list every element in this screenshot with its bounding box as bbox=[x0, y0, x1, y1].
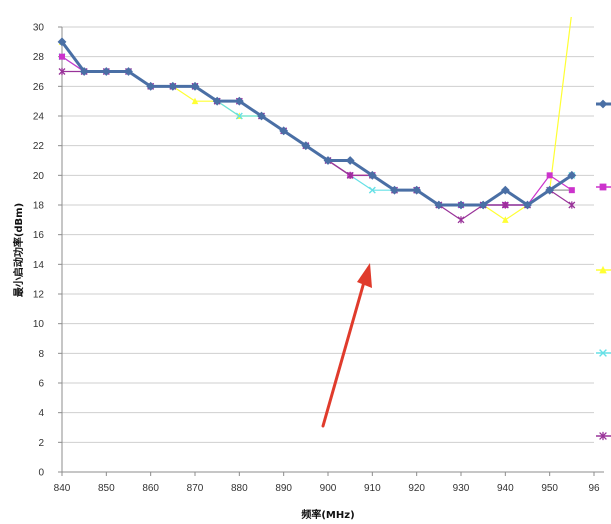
y-tick-label-26: 26 bbox=[33, 82, 45, 93]
data-point-4-20 bbox=[501, 201, 509, 209]
y-tick-label-18: 18 bbox=[33, 201, 45, 212]
data-point-5-19 bbox=[478, 200, 488, 210]
data-point-5-1 bbox=[79, 67, 89, 76]
y-tick-label-10: 10 bbox=[33, 319, 45, 330]
data-point-5-22 bbox=[545, 185, 555, 195]
x-tick-label-870: 870 bbox=[187, 483, 204, 494]
data-point-5-7 bbox=[212, 96, 222, 106]
data-point-5-20 bbox=[500, 185, 510, 195]
legend-marker-3 bbox=[599, 349, 607, 357]
data-point-5-13 bbox=[345, 156, 355, 165]
y-tick-label-4: 4 bbox=[38, 408, 44, 419]
data-point-5-2 bbox=[101, 67, 111, 76]
x-tick-label-880: 880 bbox=[231, 483, 248, 494]
x-tick-label-950: 950 bbox=[541, 483, 558, 494]
data-point-3-0 bbox=[59, 53, 65, 60]
data-point-5-14 bbox=[367, 170, 377, 180]
data-point-5-6 bbox=[190, 81, 200, 91]
data-point-2-14 bbox=[368, 186, 376, 194]
x-tick-label-910: 910 bbox=[364, 483, 381, 494]
gridlines bbox=[62, 26, 594, 473]
data-point-5-10 bbox=[279, 126, 289, 136]
data-point-5-21 bbox=[523, 200, 532, 210]
y-tick-label-2: 2 bbox=[38, 438, 44, 449]
y-tick-label-8: 8 bbox=[38, 349, 44, 360]
data-point-1-20 bbox=[502, 216, 509, 223]
y-tick-label-24: 24 bbox=[33, 112, 45, 123]
y-tick-label-20: 20 bbox=[33, 171, 45, 182]
x-tick-label-840: 840 bbox=[54, 483, 71, 494]
y-tick-label-12: 12 bbox=[33, 290, 45, 301]
data-point-5-9 bbox=[257, 111, 266, 121]
annotation-layer bbox=[321, 263, 372, 428]
data-point-2-8 bbox=[235, 112, 243, 120]
x-tick-label-920: 920 bbox=[408, 483, 425, 494]
x-tick-label-900: 900 bbox=[320, 483, 337, 494]
data-point-5-23 bbox=[567, 170, 577, 180]
data-point-4-23 bbox=[568, 201, 576, 209]
legend-marker-4 bbox=[599, 431, 607, 441]
series-5 bbox=[57, 37, 577, 210]
y-tick-label-28: 28 bbox=[33, 52, 45, 63]
data-point-5-18 bbox=[456, 200, 466, 210]
annotation-arrow-shaft bbox=[321, 280, 366, 428]
data-point-3-23 bbox=[568, 187, 575, 194]
data-point-5-16 bbox=[412, 185, 422, 195]
data-point-5-5 bbox=[168, 81, 178, 91]
data-point-5-4 bbox=[146, 81, 156, 91]
x-tick-label-940: 940 bbox=[497, 483, 514, 494]
legend-marker-1 bbox=[599, 183, 607, 191]
y-tick-label-22: 22 bbox=[33, 141, 45, 152]
y-tick-label-14: 14 bbox=[33, 260, 45, 271]
data-point-5-17 bbox=[434, 200, 444, 210]
series-group bbox=[57, 17, 577, 224]
series-line-5 bbox=[60, 40, 573, 207]
legend bbox=[596, 99, 611, 441]
data-point-4-0 bbox=[58, 67, 66, 76]
data-point-5-15 bbox=[390, 185, 399, 195]
data-point-4-18 bbox=[457, 216, 465, 224]
data-point-5-12 bbox=[323, 156, 333, 165]
data-point-5-0 bbox=[57, 37, 67, 47]
y-tick-label-0: 0 bbox=[38, 468, 44, 479]
x-tick-label-850: 850 bbox=[98, 483, 115, 494]
x-tick-label-960: 96 bbox=[588, 483, 600, 494]
data-point-4-13 bbox=[346, 171, 354, 179]
data-point-5-11 bbox=[301, 141, 311, 151]
x-axis-title: 频率(MHz) bbox=[301, 508, 354, 521]
x-tick-label-860: 860 bbox=[142, 483, 159, 494]
x-tick-label-930: 930 bbox=[453, 483, 470, 494]
x-tick-label-890: 890 bbox=[275, 483, 292, 494]
y-tick-label-16: 16 bbox=[33, 230, 45, 241]
legend-marker-2 bbox=[599, 265, 607, 274]
y-tick-label-30: 30 bbox=[33, 23, 45, 34]
y-axis-title: 最小启动功率(dBm) bbox=[12, 203, 25, 297]
data-point-5-3 bbox=[124, 67, 133, 76]
legend-marker-0 bbox=[598, 99, 608, 109]
data-point-1-6 bbox=[191, 97, 199, 105]
data-point-5-8 bbox=[234, 96, 244, 106]
data-point-3-22 bbox=[546, 172, 553, 179]
annotation-arrow-head bbox=[357, 263, 372, 288]
y-tick-label-6: 6 bbox=[38, 379, 44, 390]
